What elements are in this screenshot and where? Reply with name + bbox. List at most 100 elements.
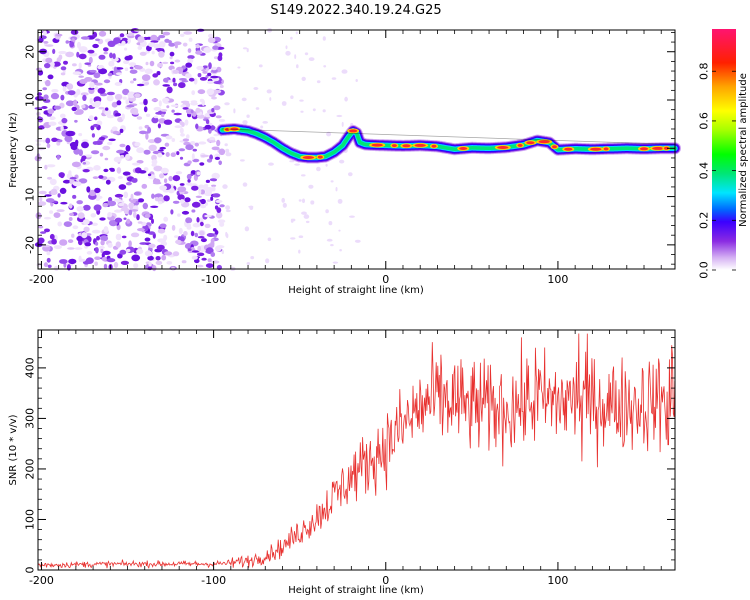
noise-speckle-faint <box>316 166 321 172</box>
noise-speckle <box>174 59 181 63</box>
noise-speckle <box>171 224 176 231</box>
noise-speckle <box>108 138 116 142</box>
noise-speckle-faint <box>332 261 339 264</box>
noise-speckle <box>56 141 61 146</box>
noise-speckle-faint <box>285 45 288 50</box>
noise-speckle <box>141 183 148 189</box>
noise-speckle <box>35 67 43 72</box>
noise-speckle <box>88 87 95 90</box>
noise-speckle <box>179 156 184 160</box>
noise-speckle <box>82 94 87 101</box>
figure-title: S149.2022.340.19.24.G25 <box>270 3 441 18</box>
noise-speckle <box>211 108 215 113</box>
noise-speckle <box>172 251 180 257</box>
noise-speckle-faint <box>300 110 304 113</box>
noise-speckle <box>95 100 101 107</box>
top-x-tick-label: 0 <box>382 273 389 286</box>
noise-speckle-faint <box>341 69 348 74</box>
noise-speckle <box>92 31 98 38</box>
noise-speckle <box>78 62 82 69</box>
colorbar-tick-label: 0.6 <box>698 112 711 129</box>
ridge-hotspot-red <box>663 146 669 150</box>
noise-speckle <box>212 193 221 198</box>
noise-speckle <box>208 128 212 134</box>
noise-speckle-faint <box>298 199 302 202</box>
noise-speckle-faint <box>267 237 272 242</box>
noise-speckle <box>71 161 81 168</box>
noise-speckle <box>76 41 81 49</box>
noise-speckle <box>59 239 68 246</box>
noise-speckle <box>47 108 55 115</box>
noise-speckle <box>121 113 125 120</box>
noise-speckle <box>137 36 145 43</box>
noise-speckle <box>45 198 55 203</box>
noise-speckle <box>213 81 222 85</box>
ridge-hotspot-red <box>402 144 411 148</box>
noise-speckle <box>184 197 191 203</box>
noise-speckle <box>36 263 42 267</box>
noise-speckle <box>95 197 100 201</box>
noise-speckle <box>187 222 191 229</box>
noise-speckle <box>179 183 185 186</box>
noise-speckle <box>38 225 44 229</box>
ridge-hotspot-red <box>391 144 397 148</box>
noise-speckle <box>64 135 73 143</box>
noise-speckle <box>123 60 130 65</box>
noise-speckle <box>98 246 105 249</box>
noise-speckle <box>174 125 183 129</box>
noise-speckle <box>173 112 182 116</box>
noise-speckle <box>189 141 196 145</box>
noise-speckle <box>90 125 95 131</box>
noise-speckle <box>206 199 211 202</box>
noise-speckle <box>89 81 95 89</box>
noise-speckle <box>160 109 168 112</box>
noise-speckle <box>72 63 77 67</box>
noise-speckle <box>181 80 189 83</box>
noise-speckle <box>115 233 122 241</box>
ridge-hotspot-red <box>526 141 535 145</box>
noise-speckle <box>131 178 138 183</box>
noise-speckle <box>57 221 62 227</box>
bottom-y-tick-label: 0 <box>24 567 37 574</box>
noise-speckle <box>119 249 127 255</box>
noise-speckle <box>114 112 121 117</box>
noise-speckle <box>168 175 173 182</box>
noise-speckle-faint <box>294 163 300 166</box>
noise-speckle <box>205 119 210 124</box>
noise-speckle <box>36 154 41 161</box>
noise-speckle <box>211 66 217 71</box>
noise-speckle <box>53 245 62 250</box>
noise-speckle <box>215 245 222 252</box>
noise-speckle <box>160 167 169 174</box>
noise-speckle <box>158 41 166 48</box>
noise-speckle <box>122 96 127 100</box>
noise-speckle-faint <box>242 120 248 125</box>
ridge-hotspot-red <box>459 147 468 150</box>
noise-speckle <box>104 109 112 116</box>
noise-speckle <box>81 141 89 149</box>
noise-speckle <box>207 37 216 44</box>
noise-speckle <box>116 100 122 106</box>
noise-speckle <box>45 44 54 47</box>
noise-speckle <box>92 123 99 128</box>
noise-speckle <box>46 257 51 263</box>
noise-speckle-faint <box>296 64 299 69</box>
noise-speckle <box>162 31 171 36</box>
noise-speckle <box>40 231 47 234</box>
noise-speckle <box>130 80 134 84</box>
noise-speckle <box>212 228 217 232</box>
noise-speckle <box>172 175 181 182</box>
noise-speckle <box>98 136 106 141</box>
noise-speckle <box>76 200 83 205</box>
noise-speckle-faint <box>285 50 291 56</box>
noise-speckle <box>106 114 115 119</box>
noise-speckle <box>199 162 205 166</box>
noise-speckle <box>171 109 175 113</box>
noise-speckle <box>211 96 217 100</box>
noise-speckle <box>108 60 115 67</box>
noise-speckle <box>65 51 74 58</box>
noise-speckle <box>197 114 205 119</box>
noise-speckle-faint <box>268 162 274 166</box>
noise-speckle <box>91 229 101 234</box>
